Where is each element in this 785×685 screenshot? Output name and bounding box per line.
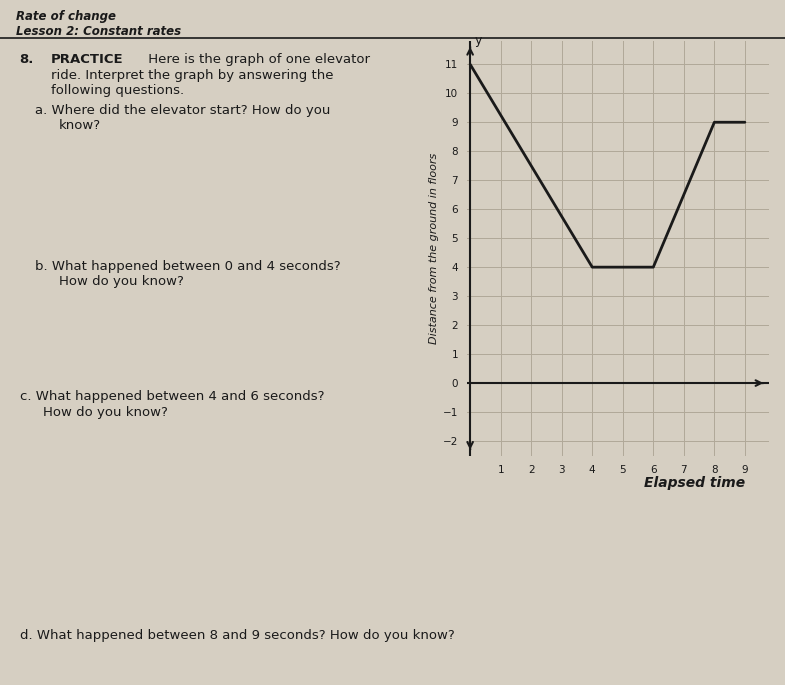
Text: a. Where did the elevator start? How do you: a. Where did the elevator start? How do … [35, 104, 330, 117]
Text: y: y [475, 34, 482, 47]
Text: Here is the graph of one elevator: Here is the graph of one elevator [144, 53, 370, 66]
Text: PRACTICE: PRACTICE [51, 53, 124, 66]
Text: Elapsed time: Elapsed time [644, 476, 745, 490]
Text: d. What happened between 8 and 9 seconds? How do you know?: d. What happened between 8 and 9 seconds… [20, 629, 455, 642]
Text: b. What happened between 0 and 4 seconds?: b. What happened between 0 and 4 seconds… [35, 260, 341, 273]
Text: ride. Interpret the graph by answering the: ride. Interpret the graph by answering t… [51, 68, 334, 82]
Text: How do you know?: How do you know? [59, 275, 184, 288]
Text: following questions.: following questions. [51, 84, 184, 97]
Text: Lesson 2: Constant rates: Lesson 2: Constant rates [16, 25, 181, 38]
Text: 8.: 8. [20, 53, 34, 66]
Text: know?: know? [59, 119, 101, 132]
Text: How do you know?: How do you know? [43, 406, 168, 419]
Text: c. What happened between 4 and 6 seconds?: c. What happened between 4 and 6 seconds… [20, 390, 324, 403]
Y-axis label: Distance from the ground in floors: Distance from the ground in floors [429, 153, 439, 344]
Text: Rate of change: Rate of change [16, 10, 115, 23]
